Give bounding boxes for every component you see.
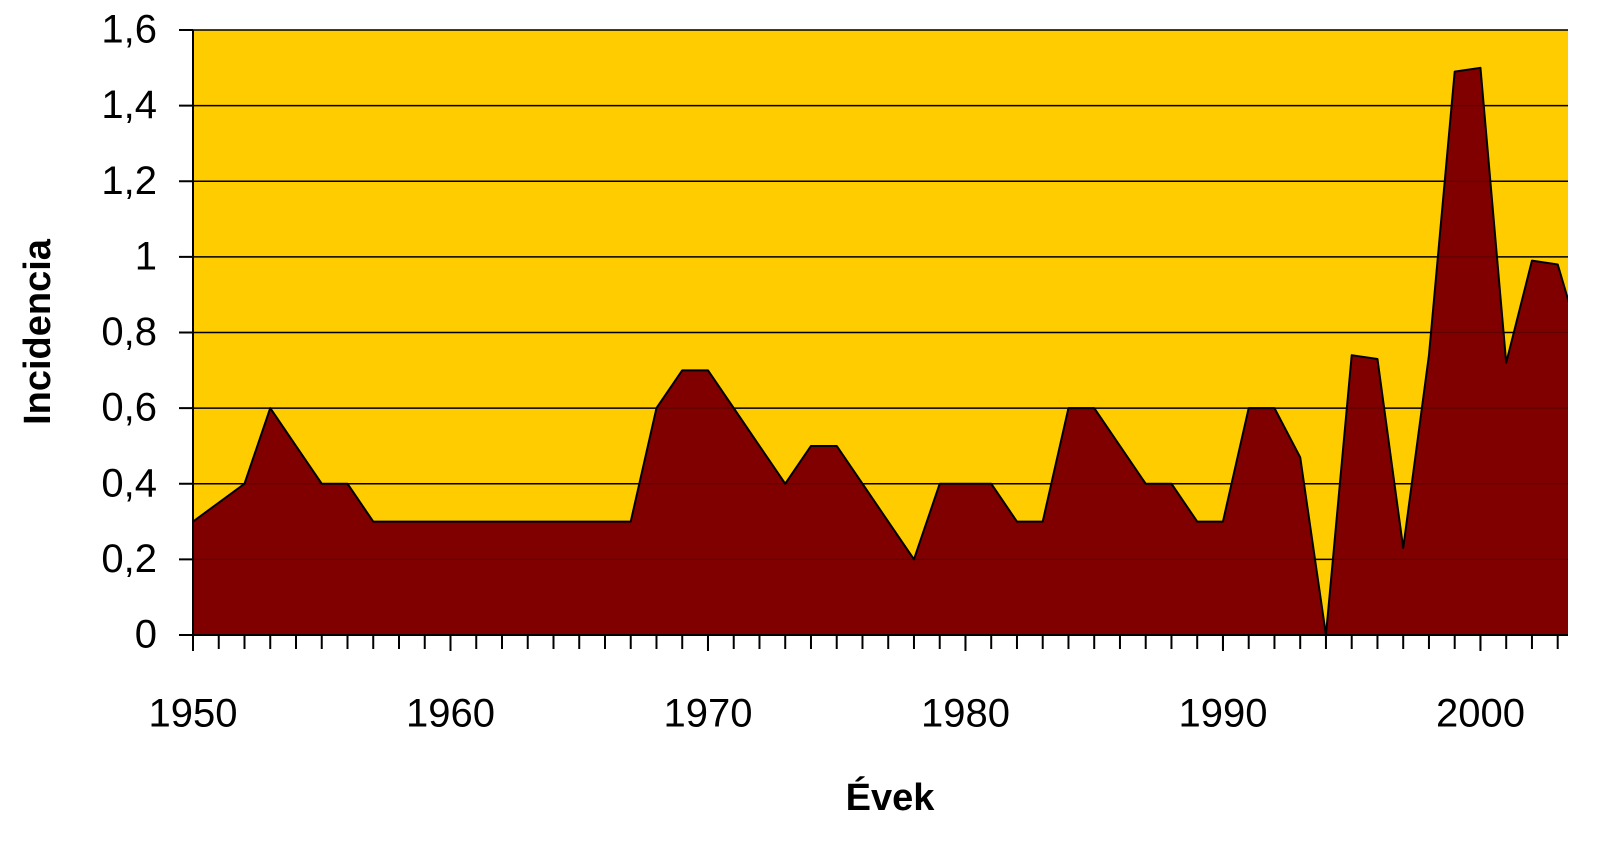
x-tick-label: 1950 (149, 692, 238, 736)
x-tick-label: 2000 (1436, 692, 1525, 736)
x-tick-label: 1990 (1178, 692, 1267, 736)
y-tick-label: 0,6 (101, 386, 157, 430)
y-tick-label: 0,4 (101, 461, 157, 505)
x-tick-label: 1980 (921, 692, 1010, 736)
y-axis-label: Incidencia (17, 238, 59, 425)
y-tick-label: 1,2 (101, 159, 157, 203)
y-tick-label: 1,6 (101, 8, 157, 52)
y-tick-label: 0 (135, 613, 157, 657)
x-axis-label: Évek (846, 775, 936, 819)
y-tick-label: 1 (135, 234, 157, 278)
x-tick-label: 1970 (663, 692, 752, 736)
y-tick-label: 0,2 (101, 537, 157, 581)
x-tick-label: 1960 (406, 692, 495, 736)
plot-area (193, 29, 1568, 636)
y-tick-label: 1,4 (101, 83, 157, 127)
y-tick-label: 0,8 (101, 310, 157, 354)
area (193, 66, 1568, 636)
